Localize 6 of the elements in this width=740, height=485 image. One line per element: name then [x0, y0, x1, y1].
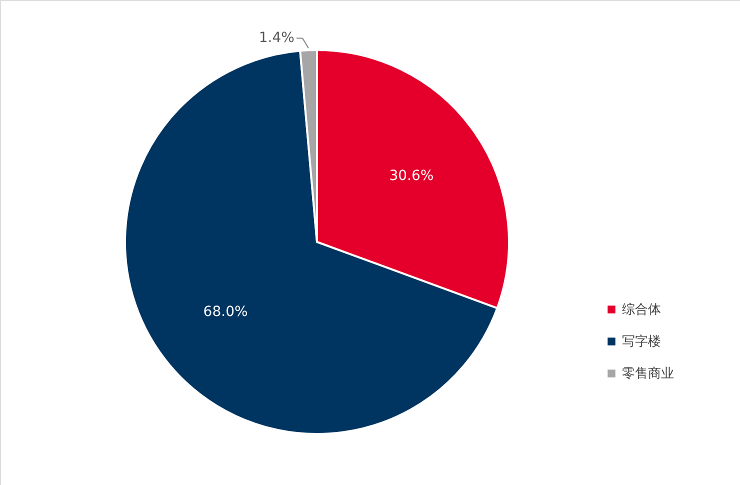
- data-label: 30.6%: [389, 168, 434, 184]
- legend-label: 综合体: [622, 302, 661, 318]
- data-label: 1.4%: [258, 30, 294, 46]
- legend-label: 零售商业: [622, 366, 674, 382]
- data-label: 68.0%: [203, 304, 248, 320]
- legend-label: 写字楼: [622, 334, 661, 350]
